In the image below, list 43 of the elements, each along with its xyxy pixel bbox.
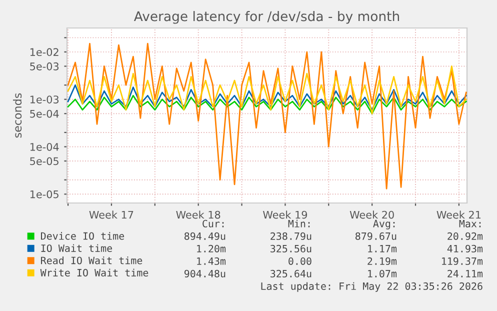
x-tick-label: Week 18 — [176, 210, 220, 219]
x-tick-label: Week 21 — [436, 210, 481, 219]
legend-label: Write IO Wait time — [40, 268, 148, 276]
x-tick-label: Week 17 — [89, 210, 134, 219]
text: 1.43m — [197, 257, 226, 265]
legend-label: Device IO time — [41, 232, 124, 240]
chart-title: Average latency for /dev/sda - by month — [134, 11, 400, 24]
y-tick-label: 1e-02 — [30, 48, 58, 56]
text: 20.92m — [448, 232, 483, 240]
y-axis-title: seconds — [13, 93, 22, 138]
line-series — [67, 84, 467, 111]
text: Cur: — [202, 220, 224, 228]
y-tick-label: 1e-04 — [30, 142, 59, 151]
line-series — [67, 94, 467, 114]
line-series — [67, 42, 467, 190]
x-tick-label: Week 19 — [263, 210, 308, 219]
text: 24.11m — [448, 270, 483, 278]
text: 325.64u — [270, 270, 312, 278]
text: 894.49u — [184, 232, 226, 240]
text: 1.07m — [368, 270, 397, 278]
y-tick-label: 1e-05 — [30, 190, 58, 198]
text: 879.67u — [355, 232, 396, 240]
text: Min: — [288, 220, 310, 228]
text: 1.17m — [368, 244, 397, 252]
text: 238.79u — [270, 232, 312, 240]
y-tick-label: 5e-05 — [30, 157, 58, 166]
text: 2.19m — [368, 257, 397, 265]
x-tick-label: Week 20 — [350, 210, 394, 219]
text: 119.37m — [442, 257, 483, 265]
text: Last update: Fri May 22 03:35:26 2026 — [261, 282, 482, 292]
y-tick-label: 1e-03 — [30, 96, 59, 104]
y-tick-label: 5e-04 — [30, 110, 59, 118]
line-series — [67, 66, 467, 114]
legend-label: IO Wait time — [41, 244, 112, 252]
y-tick-label: 5e-03 — [30, 62, 59, 70]
text: 904.48u — [184, 270, 226, 278]
text: 41.93m — [447, 244, 483, 252]
text: 0.00 — [288, 257, 312, 265]
text: Max: — [459, 220, 481, 228]
text: 1.20m — [197, 244, 226, 252]
text: 325.56u — [270, 244, 312, 252]
legend-label: Read IO Wait time — [41, 256, 142, 264]
text: Avg: — [373, 220, 395, 230]
